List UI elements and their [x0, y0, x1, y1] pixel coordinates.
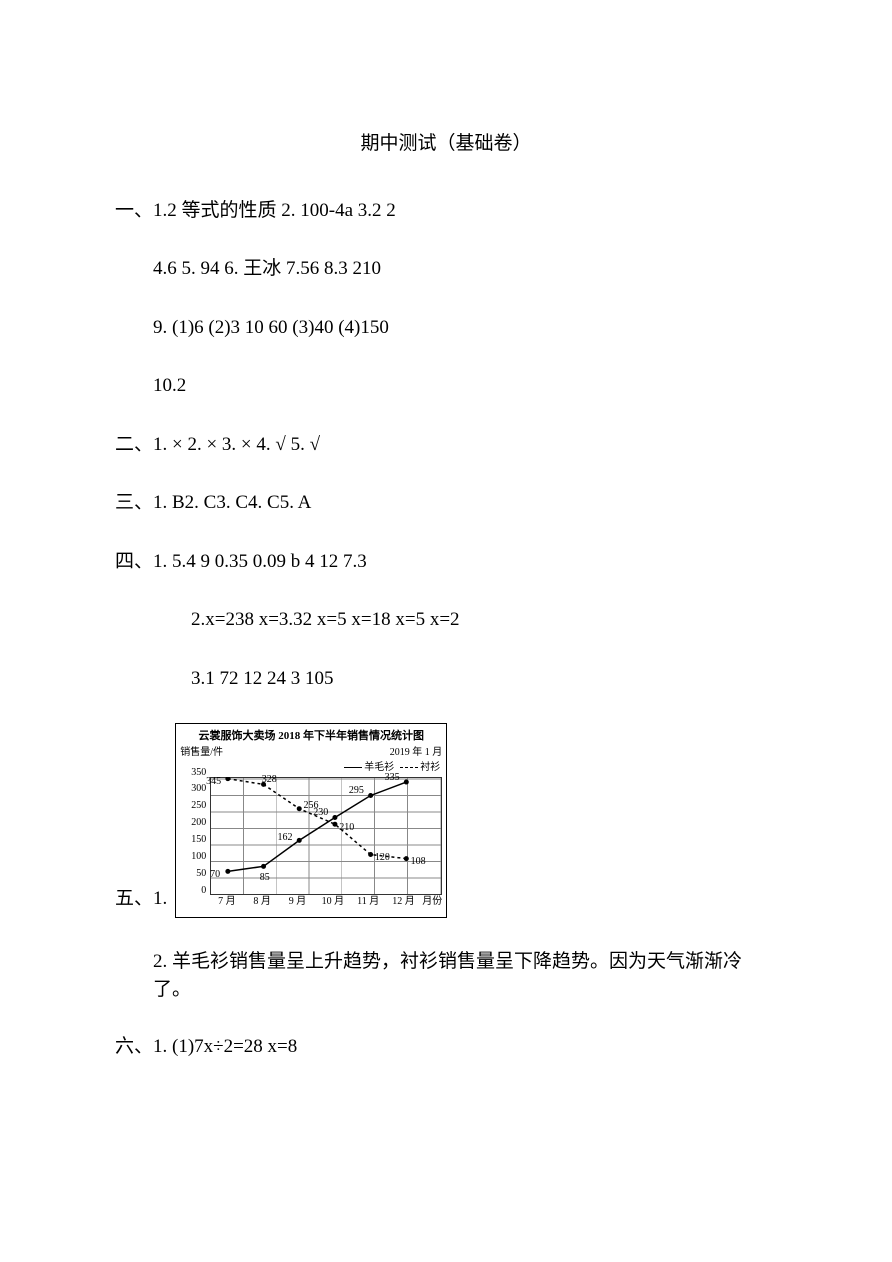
section-1-line-4: 10.2	[115, 372, 777, 401]
data-point-label: 295	[349, 783, 364, 798]
data-point-label: 108	[411, 854, 426, 869]
y-tick-label: 0	[201, 883, 206, 898]
data-point-label: 328	[262, 772, 277, 787]
x-tick-label: 10 月	[316, 894, 349, 909]
page-title: 期中测试（基础卷）	[115, 130, 777, 159]
data-point-label: 85	[260, 870, 270, 885]
section-6: 六、1. (1)7x÷2=28 x=8	[115, 1033, 777, 1062]
x-tick-label: 9 月	[281, 894, 314, 909]
section-5-line-2: 2. 羊毛衫销售量呈上升趋势，衬衫销售量呈下降趋势。因为天气渐渐冷了。	[115, 948, 777, 1005]
chart-y-axis-label: 销售量/件	[180, 745, 223, 760]
y-tick-label: 50	[196, 866, 206, 881]
section-4-line-1: 四、1. 5.4 9 0.35 0.09 b 4 12 7.3	[115, 548, 777, 577]
section-1-line-1: 一、1.2 等式的性质 2. 100-4a 3.2 2	[115, 197, 777, 226]
data-point-label: 120	[375, 850, 390, 865]
data-point-label: 162	[277, 830, 292, 845]
chart-date-label: 2019 年 1 月	[390, 745, 443, 760]
y-tick-label: 250	[191, 798, 206, 813]
y-tick-label: 350	[191, 765, 206, 780]
chart-plot-area: 050100150200250300350 7 月8 月9 月10 月11 月1…	[210, 777, 442, 895]
data-point-label: 210	[339, 820, 354, 835]
legend-shirt: 衬衫	[400, 760, 440, 775]
section-4-line-2: 2.x=238 x=3.32 x=5 x=18 x=5 x=2	[115, 606, 777, 635]
y-tick-label: 100	[191, 849, 206, 864]
section-1-line-2: 4.6 5. 94 6. 王冰 7.56 8.3 210	[115, 255, 777, 284]
y-tick-label: 300	[191, 781, 206, 796]
section-4-line-3: 3.1 72 12 24 3 105	[115, 665, 777, 694]
data-point-label: 256	[303, 798, 318, 813]
data-point-label: 345	[206, 774, 221, 789]
x-tick-label: 12 月	[387, 894, 420, 909]
data-point-label: 70	[210, 867, 220, 882]
section-2: 二、1. × 2. × 3. × 4. √ 5. √	[115, 431, 777, 460]
x-tick-label: 8 月	[246, 894, 279, 909]
x-tick-label: 11 月	[352, 894, 385, 909]
section-3: 三、1. B2. C3. C4. C5. A	[115, 489, 777, 518]
x-tick-label: 7 月	[210, 894, 243, 909]
section-1-line-3: 9. (1)6 (2)3 10 60 (3)40 (4)150	[115, 314, 777, 343]
chart-title: 云裳服饰大卖场 2018 年下半年销售情况统计图	[176, 724, 446, 745]
x-tick-label: 月份	[422, 894, 442, 909]
sales-chart: 云裳服饰大卖场 2018 年下半年销售情况统计图 销售量/件 2019 年 1 …	[175, 723, 447, 918]
y-tick-label: 200	[191, 815, 206, 830]
section-5-label: 五、1.	[115, 885, 167, 918]
y-tick-label: 150	[191, 832, 206, 847]
data-point-label: 335	[385, 770, 400, 785]
